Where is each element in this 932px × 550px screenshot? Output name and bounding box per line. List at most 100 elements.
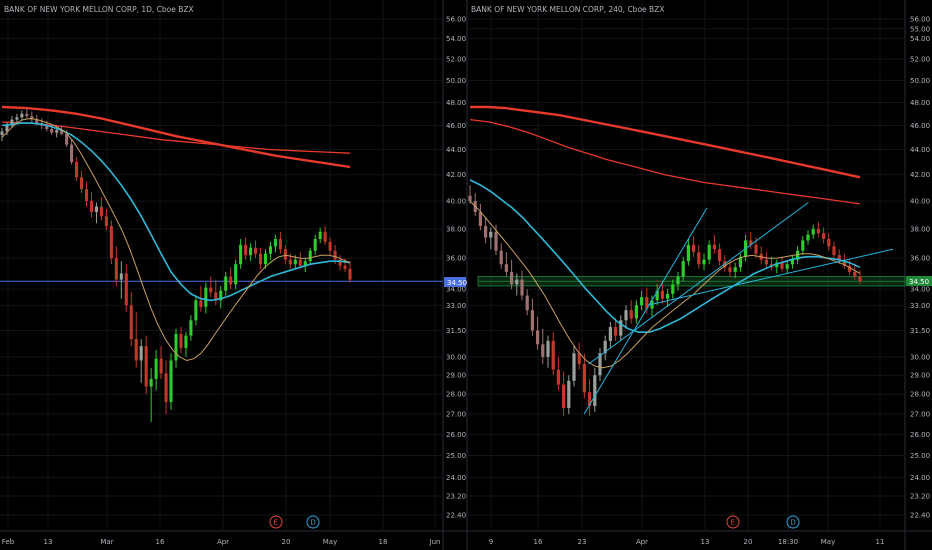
panel-1-candle[interactable] bbox=[94, 206, 98, 213]
panel-1-candle[interactable] bbox=[10, 119, 14, 126]
panel-1-candle[interactable] bbox=[65, 133, 69, 145]
panel-1-candle[interactable] bbox=[219, 290, 223, 301]
panel-2-candle[interactable] bbox=[749, 240, 753, 245]
panel-1-candle[interactable] bbox=[139, 346, 143, 361]
panel-2-candle[interactable] bbox=[525, 295, 529, 311]
panel-1-candle[interactable] bbox=[15, 117, 19, 120]
panel-2-candle[interactable] bbox=[702, 259, 706, 265]
panel-2-candle[interactable] bbox=[717, 249, 722, 262]
panel-2-candle[interactable] bbox=[795, 250, 800, 260]
panel-1-candle[interactable] bbox=[234, 264, 238, 285]
panel-1-candle[interactable] bbox=[283, 249, 287, 260]
panel-2-candle[interactable] bbox=[697, 252, 701, 265]
panel-1-candle[interactable] bbox=[50, 129, 54, 133]
panel-1-candle[interactable] bbox=[348, 268, 352, 280]
panel-1-candle[interactable] bbox=[159, 358, 163, 374]
panel-2-candle[interactable] bbox=[837, 255, 841, 260]
panel-2-candle[interactable] bbox=[691, 244, 696, 253]
panel-2-candle[interactable] bbox=[613, 327, 618, 336]
panel-2-candle[interactable] bbox=[775, 262, 779, 268]
panel-1-candle[interactable] bbox=[244, 244, 248, 256]
panel-1-earnings-badge[interactable] bbox=[269, 515, 283, 529]
panel-2-candle[interactable] bbox=[603, 340, 607, 354]
panel-2-candle[interactable] bbox=[535, 330, 540, 345]
panel-2-candle[interactable] bbox=[655, 290, 659, 301]
panel-2-candle[interactable] bbox=[608, 327, 613, 341]
panel-1-candle[interactable] bbox=[45, 125, 49, 130]
panel-1-candle[interactable] bbox=[80, 177, 84, 190]
panel-1-candle[interactable] bbox=[60, 130, 64, 134]
panel-2-candle[interactable] bbox=[847, 265, 852, 272]
panel-2-candle[interactable] bbox=[733, 267, 737, 272]
panel-1-candle[interactable] bbox=[249, 247, 253, 256]
panel-2-candle[interactable] bbox=[832, 246, 836, 256]
panel-1-candle[interactable] bbox=[149, 378, 153, 387]
panel-1-candle[interactable] bbox=[5, 125, 9, 132]
panel-1-candle[interactable] bbox=[55, 130, 59, 133]
panel-1-candle[interactable] bbox=[298, 259, 302, 266]
panel-1-candle[interactable] bbox=[164, 373, 168, 402]
panel-2-candle[interactable] bbox=[509, 271, 514, 285]
panel-2-candle[interactable] bbox=[468, 195, 472, 202]
panel-1-candle[interactable] bbox=[239, 244, 243, 265]
panel-2-candle[interactable] bbox=[853, 271, 857, 277]
panel-2-candle[interactable] bbox=[489, 231, 493, 238]
panel-2-candle[interactable] bbox=[707, 244, 711, 260]
panel-1-candle[interactable] bbox=[338, 259, 342, 266]
panel-2-candle[interactable] bbox=[483, 226, 488, 238]
panel-1-candle[interactable] bbox=[229, 276, 233, 285]
panel-1-candle[interactable] bbox=[134, 339, 138, 361]
panel-2-candle[interactable] bbox=[811, 228, 815, 235]
panel-1-candle[interactable] bbox=[254, 247, 258, 254]
panel-2-candle[interactable] bbox=[530, 310, 535, 331]
panel-2-candle[interactable] bbox=[681, 261, 685, 277]
panel-1-candle[interactable] bbox=[189, 320, 193, 336]
panel-1-candle[interactable] bbox=[144, 346, 148, 387]
panel-2-candle[interactable] bbox=[806, 234, 810, 241]
panel-2-candle[interactable] bbox=[780, 262, 784, 269]
panel-1-ma-slow-2-line[interactable] bbox=[1, 121, 351, 154]
panel-1-candle[interactable] bbox=[99, 206, 103, 217]
panel-1-candle[interactable] bbox=[214, 292, 218, 301]
panel-1-candle[interactable] bbox=[313, 238, 317, 251]
panel-1-dividend-badge[interactable] bbox=[306, 515, 320, 529]
panel-1-ema-mid-line[interactable] bbox=[1, 122, 351, 302]
panel-2-earnings-badge[interactable] bbox=[726, 515, 740, 529]
panel-1-candle[interactable] bbox=[278, 238, 282, 250]
panel-1-candle[interactable] bbox=[308, 250, 312, 262]
panel-1-candle[interactable] bbox=[224, 276, 228, 291]
panel-1-candle[interactable] bbox=[194, 300, 198, 321]
panel-2-candle[interactable] bbox=[551, 340, 555, 370]
panel-2-candle[interactable] bbox=[499, 250, 503, 265]
panel-2-candle[interactable] bbox=[754, 244, 758, 254]
panel-1-candle[interactable] bbox=[30, 116, 34, 120]
panel-2-candle[interactable] bbox=[546, 340, 550, 357]
panel-2-candle[interactable] bbox=[686, 244, 691, 262]
panel-1-candle[interactable] bbox=[129, 305, 133, 340]
panel-1-candle[interactable] bbox=[75, 161, 79, 178]
panel-2-candle[interactable] bbox=[541, 344, 545, 357]
panel-2-candle[interactable] bbox=[629, 310, 633, 319]
panel-2-candle[interactable] bbox=[634, 305, 639, 319]
panel-1-candle[interactable] bbox=[119, 273, 123, 280]
panel-2-candle[interactable] bbox=[842, 259, 847, 266]
panel-2-ma-slow-1-line[interactable] bbox=[470, 105, 861, 179]
panel-2-candle[interactable] bbox=[582, 364, 587, 393]
panel-2-candle[interactable] bbox=[494, 231, 498, 251]
panel-1-candle[interactable] bbox=[268, 246, 272, 254]
panel-1-candle[interactable] bbox=[333, 250, 337, 260]
panel-2-candle[interactable] bbox=[827, 238, 831, 247]
panel-1-candle[interactable] bbox=[328, 241, 332, 251]
panel-2-candle[interactable] bbox=[660, 290, 665, 299]
panel-2-ma-slow-2-line[interactable] bbox=[469, 118, 861, 205]
panel-2-candle[interactable] bbox=[593, 375, 597, 406]
panel-1-candle[interactable] bbox=[174, 333, 178, 361]
panel-2-candle[interactable] bbox=[567, 380, 571, 408]
panel-2-candle[interactable] bbox=[645, 297, 649, 309]
panel-1-candle[interactable] bbox=[70, 144, 74, 162]
panel-2-candle[interactable] bbox=[764, 259, 769, 265]
panel-2-candle[interactable] bbox=[520, 279, 524, 296]
panel-2-candle[interactable] bbox=[515, 279, 519, 285]
panel-2-candle[interactable] bbox=[671, 284, 675, 294]
